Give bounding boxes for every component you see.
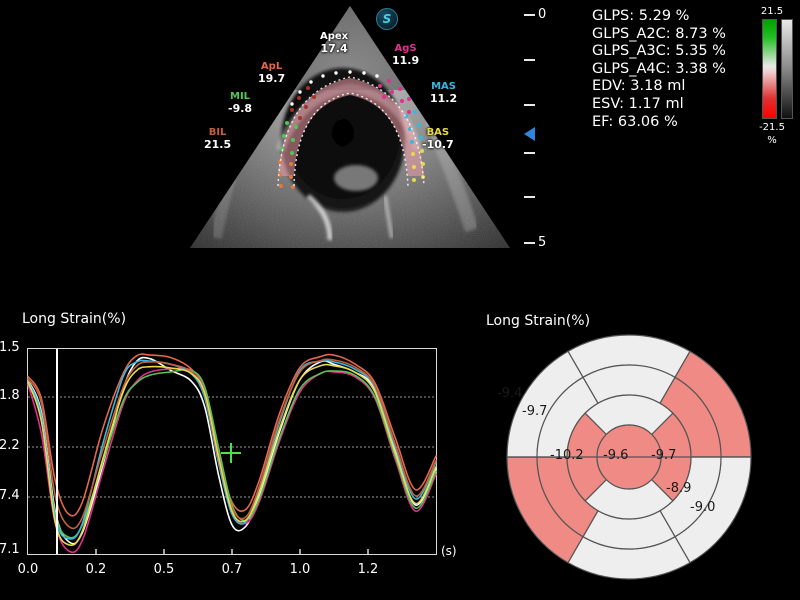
- x-tick-label: 0.7: [221, 562, 243, 577]
- y-tick-label: 1.8: [0, 388, 20, 403]
- measurement-glps-a4c: GLPS_A4C: 3.38 %: [592, 60, 726, 77]
- strain-curves-svg: [27, 353, 437, 555]
- x-tick-label: 0.2: [85, 562, 107, 577]
- segment-label-bas: BAS -10.7: [422, 127, 454, 151]
- focus-marker-icon[interactable]: [524, 127, 535, 141]
- segment-label-bil: BIL 21.5: [204, 127, 232, 151]
- bullseye-value-outer-lower-right: -9.0: [690, 500, 716, 515]
- bullseye-value-middle-upper-left: -9.7: [522, 404, 548, 419]
- ultrasound-image-panel[interactable]: Apex 17.4 ApL 19.7 AgS 11.9 MIL -9.8 MAS…: [180, 0, 520, 290]
- segment-label-mil: MIL -9.8: [228, 91, 253, 115]
- x-tick-label: 0.5: [153, 562, 175, 577]
- bullseye-value-middle-lower-right: -8.9: [666, 481, 692, 496]
- measurement-panel: GLPS: 5.29 % GLPS_A2C: 8.73 % GLPS_A3C: …: [592, 8, 757, 131]
- colorbar-min-label: -21.5: [759, 122, 785, 133]
- x-tick-marks: [95, 549, 369, 555]
- bullseye-plot[interactable]: -9.6 -10.2 -9.7 -9.7 -8.9 -9.4 -9.0: [484, 334, 774, 594]
- measurement-glps: GLPS: 5.29 %: [592, 8, 690, 24]
- x-tick-label: 1.0: [289, 562, 311, 577]
- strain-curve-apl: [27, 353, 437, 517]
- depth-tick: [524, 14, 535, 16]
- depth-label-bottom: 5: [538, 235, 547, 250]
- segment-label-apex: Apex 17.4: [320, 31, 349, 55]
- depth-scale: 0 5: [524, 0, 580, 260]
- y-tick-label: 1.5: [0, 340, 20, 355]
- depth-label-top: 0: [538, 7, 547, 22]
- bullseye-value-center: -9.6: [603, 448, 629, 463]
- depth-tick: [524, 196, 535, 198]
- colorbar-unit-label: %: [767, 135, 777, 146]
- segment-label-mas: MAS 11.2: [430, 81, 458, 105]
- measurement-glps-a3c: GLPS_A3C: 5.35 %: [592, 43, 726, 60]
- depth-tick: [524, 152, 535, 154]
- strain-curve-bas: [27, 363, 437, 547]
- time-cursor-line[interactable]: [56, 349, 58, 554]
- depth-tick: [524, 242, 535, 244]
- bullseye-value-inner-right: -9.7: [651, 448, 677, 463]
- x-axis-unit-label: (s): [441, 544, 457, 558]
- depth-tick: [524, 59, 535, 61]
- colorbar-panel: 21.5 -21.5 %: [759, 6, 800, 151]
- strain-colorbar: [762, 19, 777, 119]
- measurement-esv: ESV: 1.17 ml: [592, 95, 684, 112]
- strain-curve-title: Long Strain(%): [22, 311, 127, 327]
- strain-curve-lines: [27, 353, 437, 554]
- strain-curve-chart[interactable]: 1.5 1.8 2.2 7.4 7.1 0.0 0.2 0.5 0.7 1.0: [0, 330, 470, 600]
- bullseye-value-inner-left: -10.2: [550, 448, 584, 463]
- segment-label-apl: ApL 19.7: [258, 61, 286, 85]
- grayscale-colorbar: [781, 19, 793, 119]
- bullseye-title: Long Strain(%): [486, 313, 591, 329]
- y-tick-label: 7.1: [0, 542, 20, 557]
- measurement-glps-a2c: GLPS_A2C: 8.73 %: [592, 25, 726, 42]
- x-tick-label: 0.0: [17, 562, 39, 577]
- measurement-edv: EDV: 3.18 ml: [592, 78, 686, 95]
- x-tick-label: 1.2: [357, 562, 379, 577]
- probe-orientation-marker-icon: S: [376, 8, 398, 30]
- y-tick-label: 2.2: [0, 438, 20, 453]
- colorbar-max-label: 21.5: [760, 6, 784, 17]
- y-tick-label: 7.4: [0, 488, 20, 503]
- bullseye-segments[interactable]: [506, 334, 752, 580]
- ultrasound-sector-image[interactable]: [180, 0, 520, 290]
- depth-tick: [524, 104, 535, 106]
- measurement-ef: EF: 63.06 %: [592, 113, 678, 130]
- crosshair-cursor-icon[interactable]: [221, 443, 241, 463]
- bullseye-value-outer-upper-left: -9.4: [497, 386, 523, 401]
- segment-label-ags: AgS 11.9: [392, 43, 420, 67]
- bullseye-svg[interactable]: [484, 334, 774, 594]
